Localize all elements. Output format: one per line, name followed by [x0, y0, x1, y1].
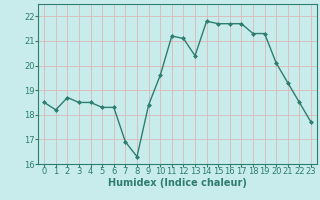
X-axis label: Humidex (Indice chaleur): Humidex (Indice chaleur): [108, 178, 247, 188]
